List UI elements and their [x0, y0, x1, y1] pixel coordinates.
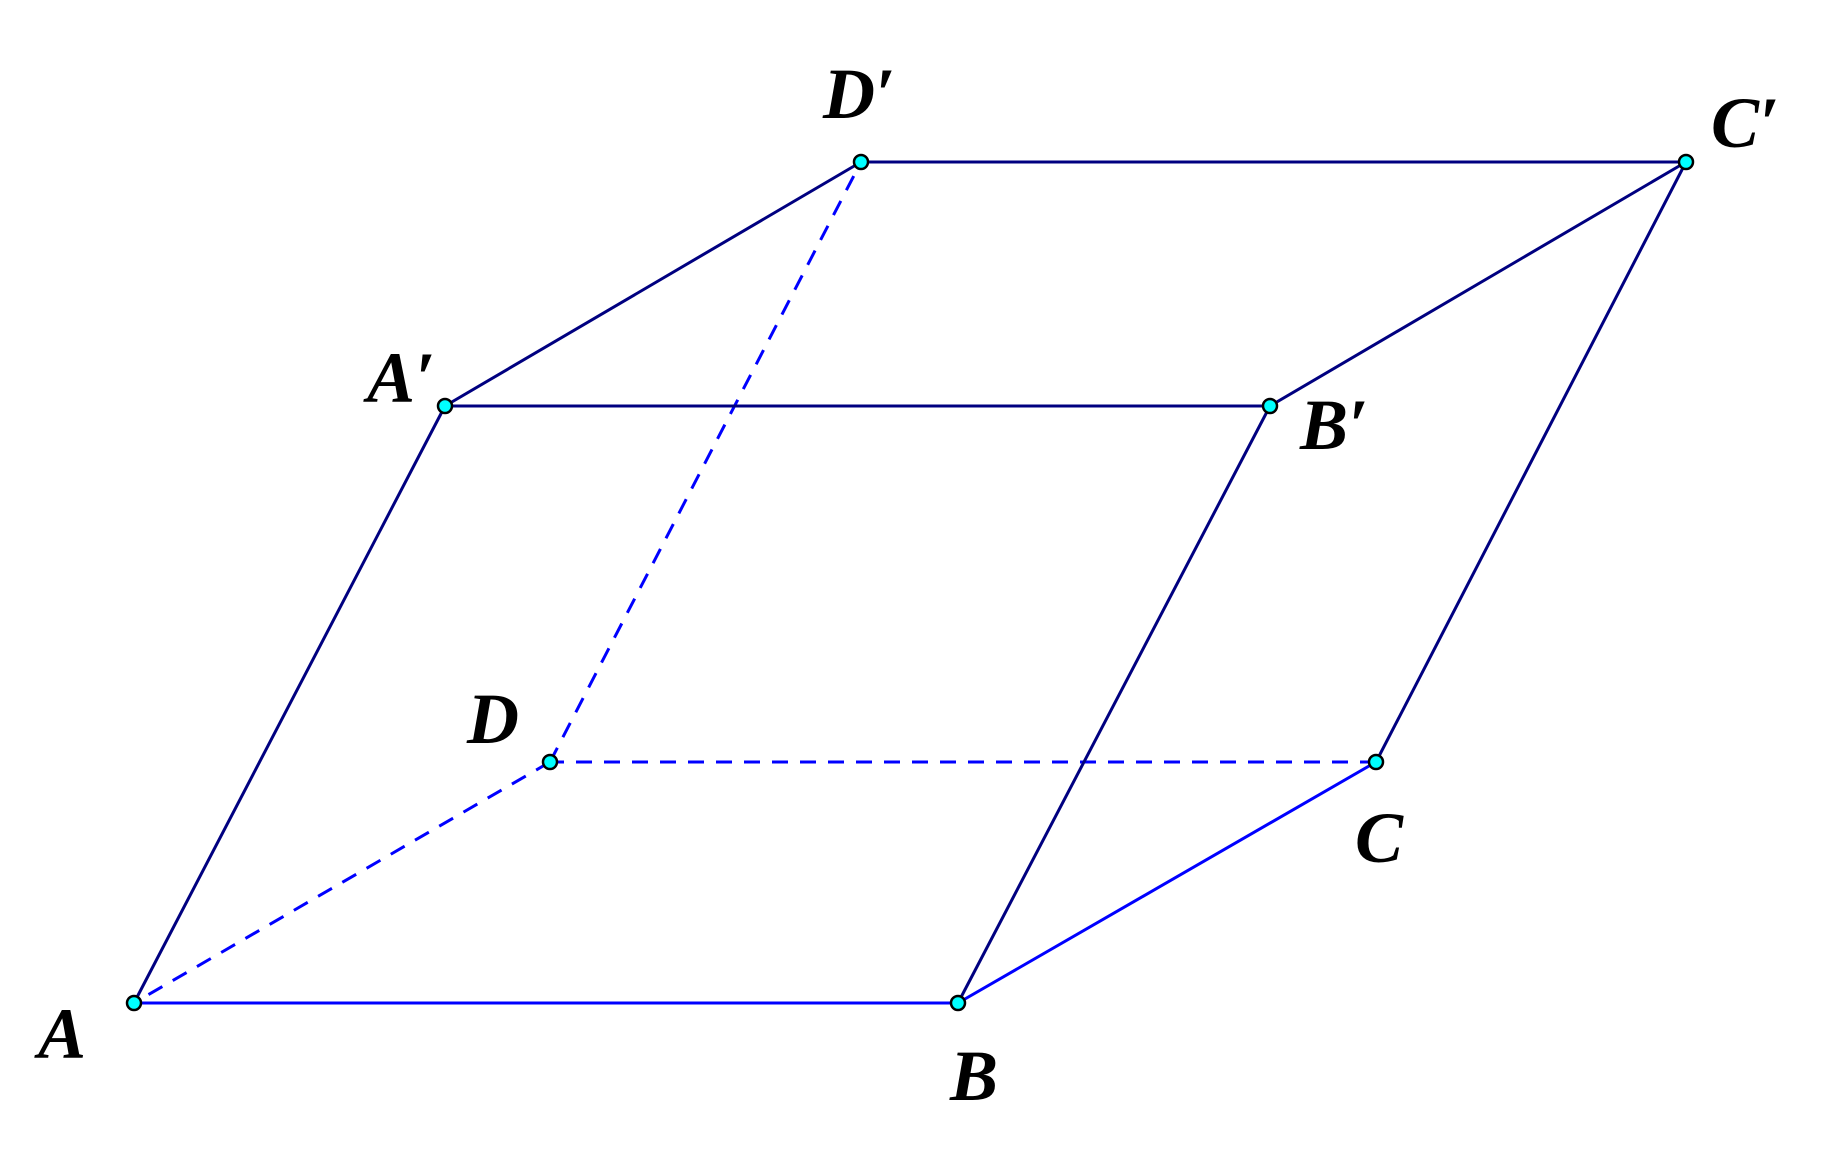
edge-B-B1	[956, 405, 1272, 1004]
label-A-prime: A′	[363, 338, 435, 418]
edge-B-C	[957, 760, 1377, 1005]
label-C-prime: C′	[1711, 83, 1779, 163]
point-A	[125, 994, 143, 1012]
point-B	[949, 994, 967, 1012]
edge-D-A	[133, 760, 551, 1005]
edge-D1-A1	[444, 160, 862, 408]
point-A1	[436, 397, 454, 415]
edge-B1-C1	[1269, 160, 1687, 408]
label-A: A	[34, 994, 86, 1074]
point-B1	[1261, 397, 1279, 415]
label-D-prime: D′	[822, 54, 895, 134]
label-D: D	[466, 679, 519, 759]
label-C: C	[1355, 798, 1404, 878]
edge-D-D1	[548, 161, 863, 763]
point-D1	[852, 153, 870, 171]
point-D	[541, 753, 559, 771]
label-B: B	[949, 1036, 998, 1116]
label-B-prime: B′	[1299, 385, 1368, 465]
edge-C-C1	[1374, 161, 1688, 763]
edge-A-A1	[132, 405, 447, 1004]
point-C	[1367, 753, 1385, 771]
point-C1	[1677, 153, 1695, 171]
